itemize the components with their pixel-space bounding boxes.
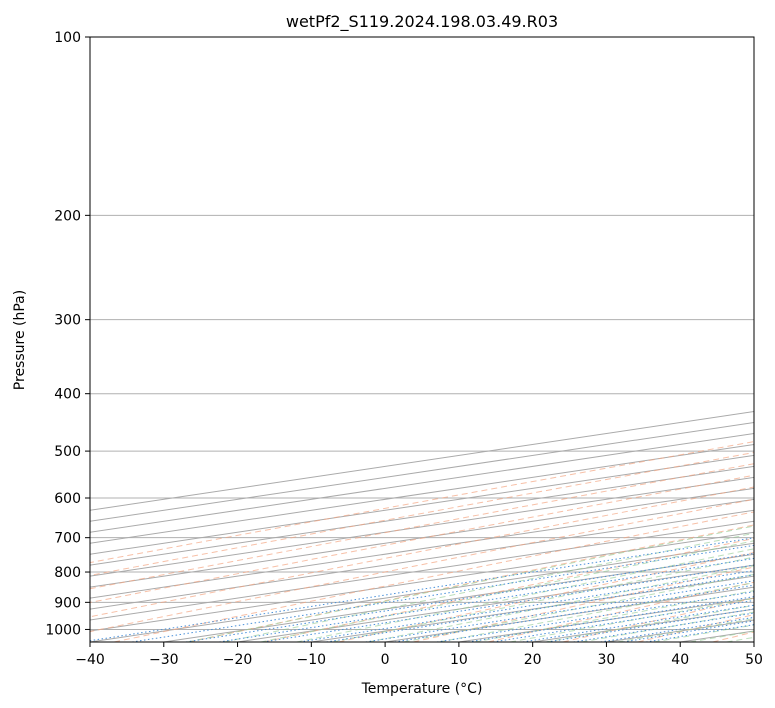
isotherm-line — [753, 641, 754, 642]
background-lines — [90, 37, 775, 642]
dry-adiabat — [90, 474, 754, 603]
dry-adiabat — [90, 463, 754, 590]
moist-adiabat — [474, 590, 754, 642]
dry-adiabat — [90, 441, 754, 564]
moist-adiabat — [332, 556, 754, 642]
isotherm-line — [90, 465, 754, 566]
isotherm-line — [90, 509, 754, 610]
x-tick-label: −30 — [149, 652, 179, 668]
mixing-ratio-line — [326, 574, 754, 642]
chart-title: wetPf2_S119.2024.198.03.49.R03 — [286, 12, 558, 32]
dry-adiabat — [488, 581, 754, 642]
isotherm-line — [90, 520, 754, 621]
y-axis: 1000 900 800 700 600 500 400 300 200 100 — [45, 30, 90, 638]
isotherm-line — [90, 498, 754, 599]
isotherm-line — [90, 487, 754, 588]
y-tick-label: 800 — [54, 565, 81, 581]
dry-adiabat — [413, 566, 754, 642]
isotherm-line — [90, 432, 754, 533]
x-tick-label: 40 — [671, 652, 689, 668]
moist-adiabat — [438, 582, 754, 642]
isotherm-line — [90, 443, 754, 544]
x-axis: −40 −30 −20 −10 0 10 20 30 40 50 — [75, 642, 763, 668]
isotherm-line — [458, 597, 754, 642]
isotherm-line — [90, 531, 754, 632]
moist-adiabat — [403, 573, 754, 642]
isotherm-line — [532, 608, 754, 642]
moist-adiabat — [296, 548, 754, 642]
isotherm-line — [90, 542, 754, 642]
mixing-ratio-line — [394, 584, 754, 642]
x-tick-label: −10 — [297, 652, 327, 668]
mixing-ratio-line — [299, 570, 754, 642]
isotherm-line — [90, 476, 754, 577]
y-axis-label: Pressure (hPa) — [12, 290, 28, 390]
y-tick-label: 500 — [54, 444, 81, 460]
y-tick-label: 400 — [54, 387, 81, 403]
mixing-ratio-line — [365, 580, 754, 642]
mixing-ratio-line — [185, 552, 754, 642]
y-tick-label: 700 — [54, 531, 81, 547]
x-axis-label: Temperature (°C) — [361, 681, 483, 697]
dry-adiabat — [90, 486, 754, 618]
dry-adiabat — [90, 498, 754, 633]
x-tick-label: 0 — [381, 652, 390, 668]
moist-adiabat — [224, 532, 754, 642]
isotherm-line — [385, 586, 754, 642]
moist-adiabat — [763, 37, 775, 642]
y-tick-label: 300 — [54, 313, 81, 329]
y-tick-label: 200 — [54, 208, 81, 224]
dry-adiabat — [188, 524, 754, 642]
x-tick-label: 30 — [598, 652, 616, 668]
moist-adiabat — [581, 611, 754, 642]
moist-adiabat — [617, 618, 754, 642]
dry-adiabat — [90, 451, 754, 576]
x-tick-label: −40 — [75, 652, 105, 668]
moist-adiabat — [726, 636, 754, 642]
isotherm-line — [90, 411, 754, 511]
isotherm-line — [90, 454, 754, 555]
y-tick-label: 900 — [54, 595, 81, 611]
plot-frame — [89, 36, 755, 643]
y-tick-label: 600 — [54, 491, 81, 507]
x-tick-label: 10 — [450, 652, 468, 668]
y-tick-label: 100 — [54, 30, 81, 46]
x-tick-label: 20 — [524, 652, 542, 668]
y-tick-label: 1000 — [45, 622, 81, 638]
dry-adiabat — [113, 511, 754, 642]
mixing-ratio-line — [90, 537, 754, 642]
isotherm-line — [90, 421, 754, 522]
dry-adiabat — [712, 631, 754, 642]
x-tick-label: −20 — [223, 652, 253, 668]
x-tick-label: 50 — [745, 652, 763, 668]
dry-adiabat — [263, 537, 754, 642]
